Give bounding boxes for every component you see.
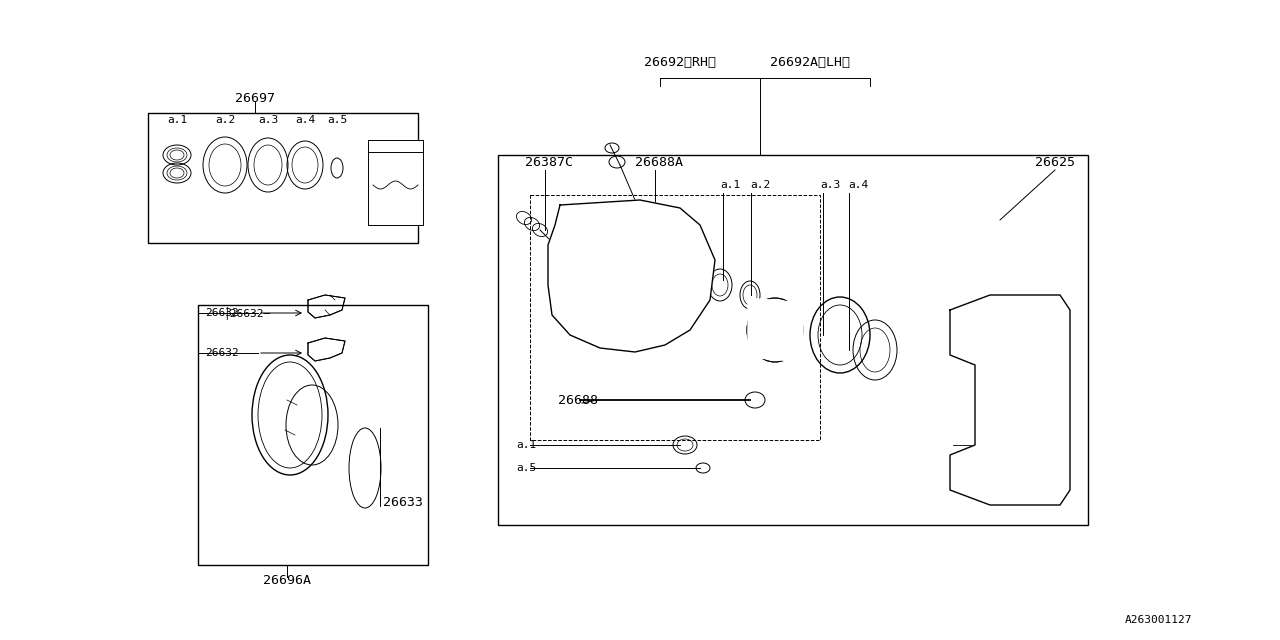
Text: a.1: a.1: [166, 115, 187, 125]
Bar: [498, 155, 1088, 525]
Ellipse shape: [558, 215, 662, 345]
Text: a.5: a.5: [326, 115, 347, 125]
Text: a.1: a.1: [516, 440, 536, 450]
Text: 26696A: 26696A: [262, 573, 311, 586]
Text: a.1: a.1: [719, 180, 740, 190]
Text: 26692A〈LH〉: 26692A〈LH〉: [771, 56, 850, 68]
Bar: [530, 195, 820, 440]
Text: 26387C: 26387C: [525, 156, 573, 168]
Text: 26697: 26697: [236, 92, 275, 104]
Text: 26688: 26688: [558, 394, 598, 406]
Text: a.5: a.5: [516, 463, 536, 473]
Text: 26632: 26632: [205, 308, 239, 318]
Text: 26625: 26625: [1036, 156, 1075, 168]
Text: 26633: 26633: [383, 497, 422, 509]
Text: a.4: a.4: [849, 180, 868, 190]
Polygon shape: [548, 200, 716, 352]
Ellipse shape: [748, 298, 803, 362]
Text: a.2: a.2: [215, 115, 236, 125]
Text: A263001127: A263001127: [1125, 615, 1192, 625]
Text: a.4: a.4: [294, 115, 315, 125]
Text: a.3: a.3: [257, 115, 278, 125]
Bar: [198, 305, 428, 565]
Polygon shape: [748, 298, 803, 362]
Text: a.2: a.2: [750, 180, 771, 190]
Text: ├26632─: ├26632─: [223, 307, 270, 319]
Polygon shape: [950, 295, 1070, 505]
Text: a.3: a.3: [820, 180, 840, 190]
Polygon shape: [369, 140, 422, 225]
Text: 26692〈RH〉: 26692〈RH〉: [644, 56, 716, 68]
Text: 26688A: 26688A: [635, 156, 684, 168]
Bar: [148, 113, 419, 243]
Text: 26632: 26632: [205, 348, 239, 358]
